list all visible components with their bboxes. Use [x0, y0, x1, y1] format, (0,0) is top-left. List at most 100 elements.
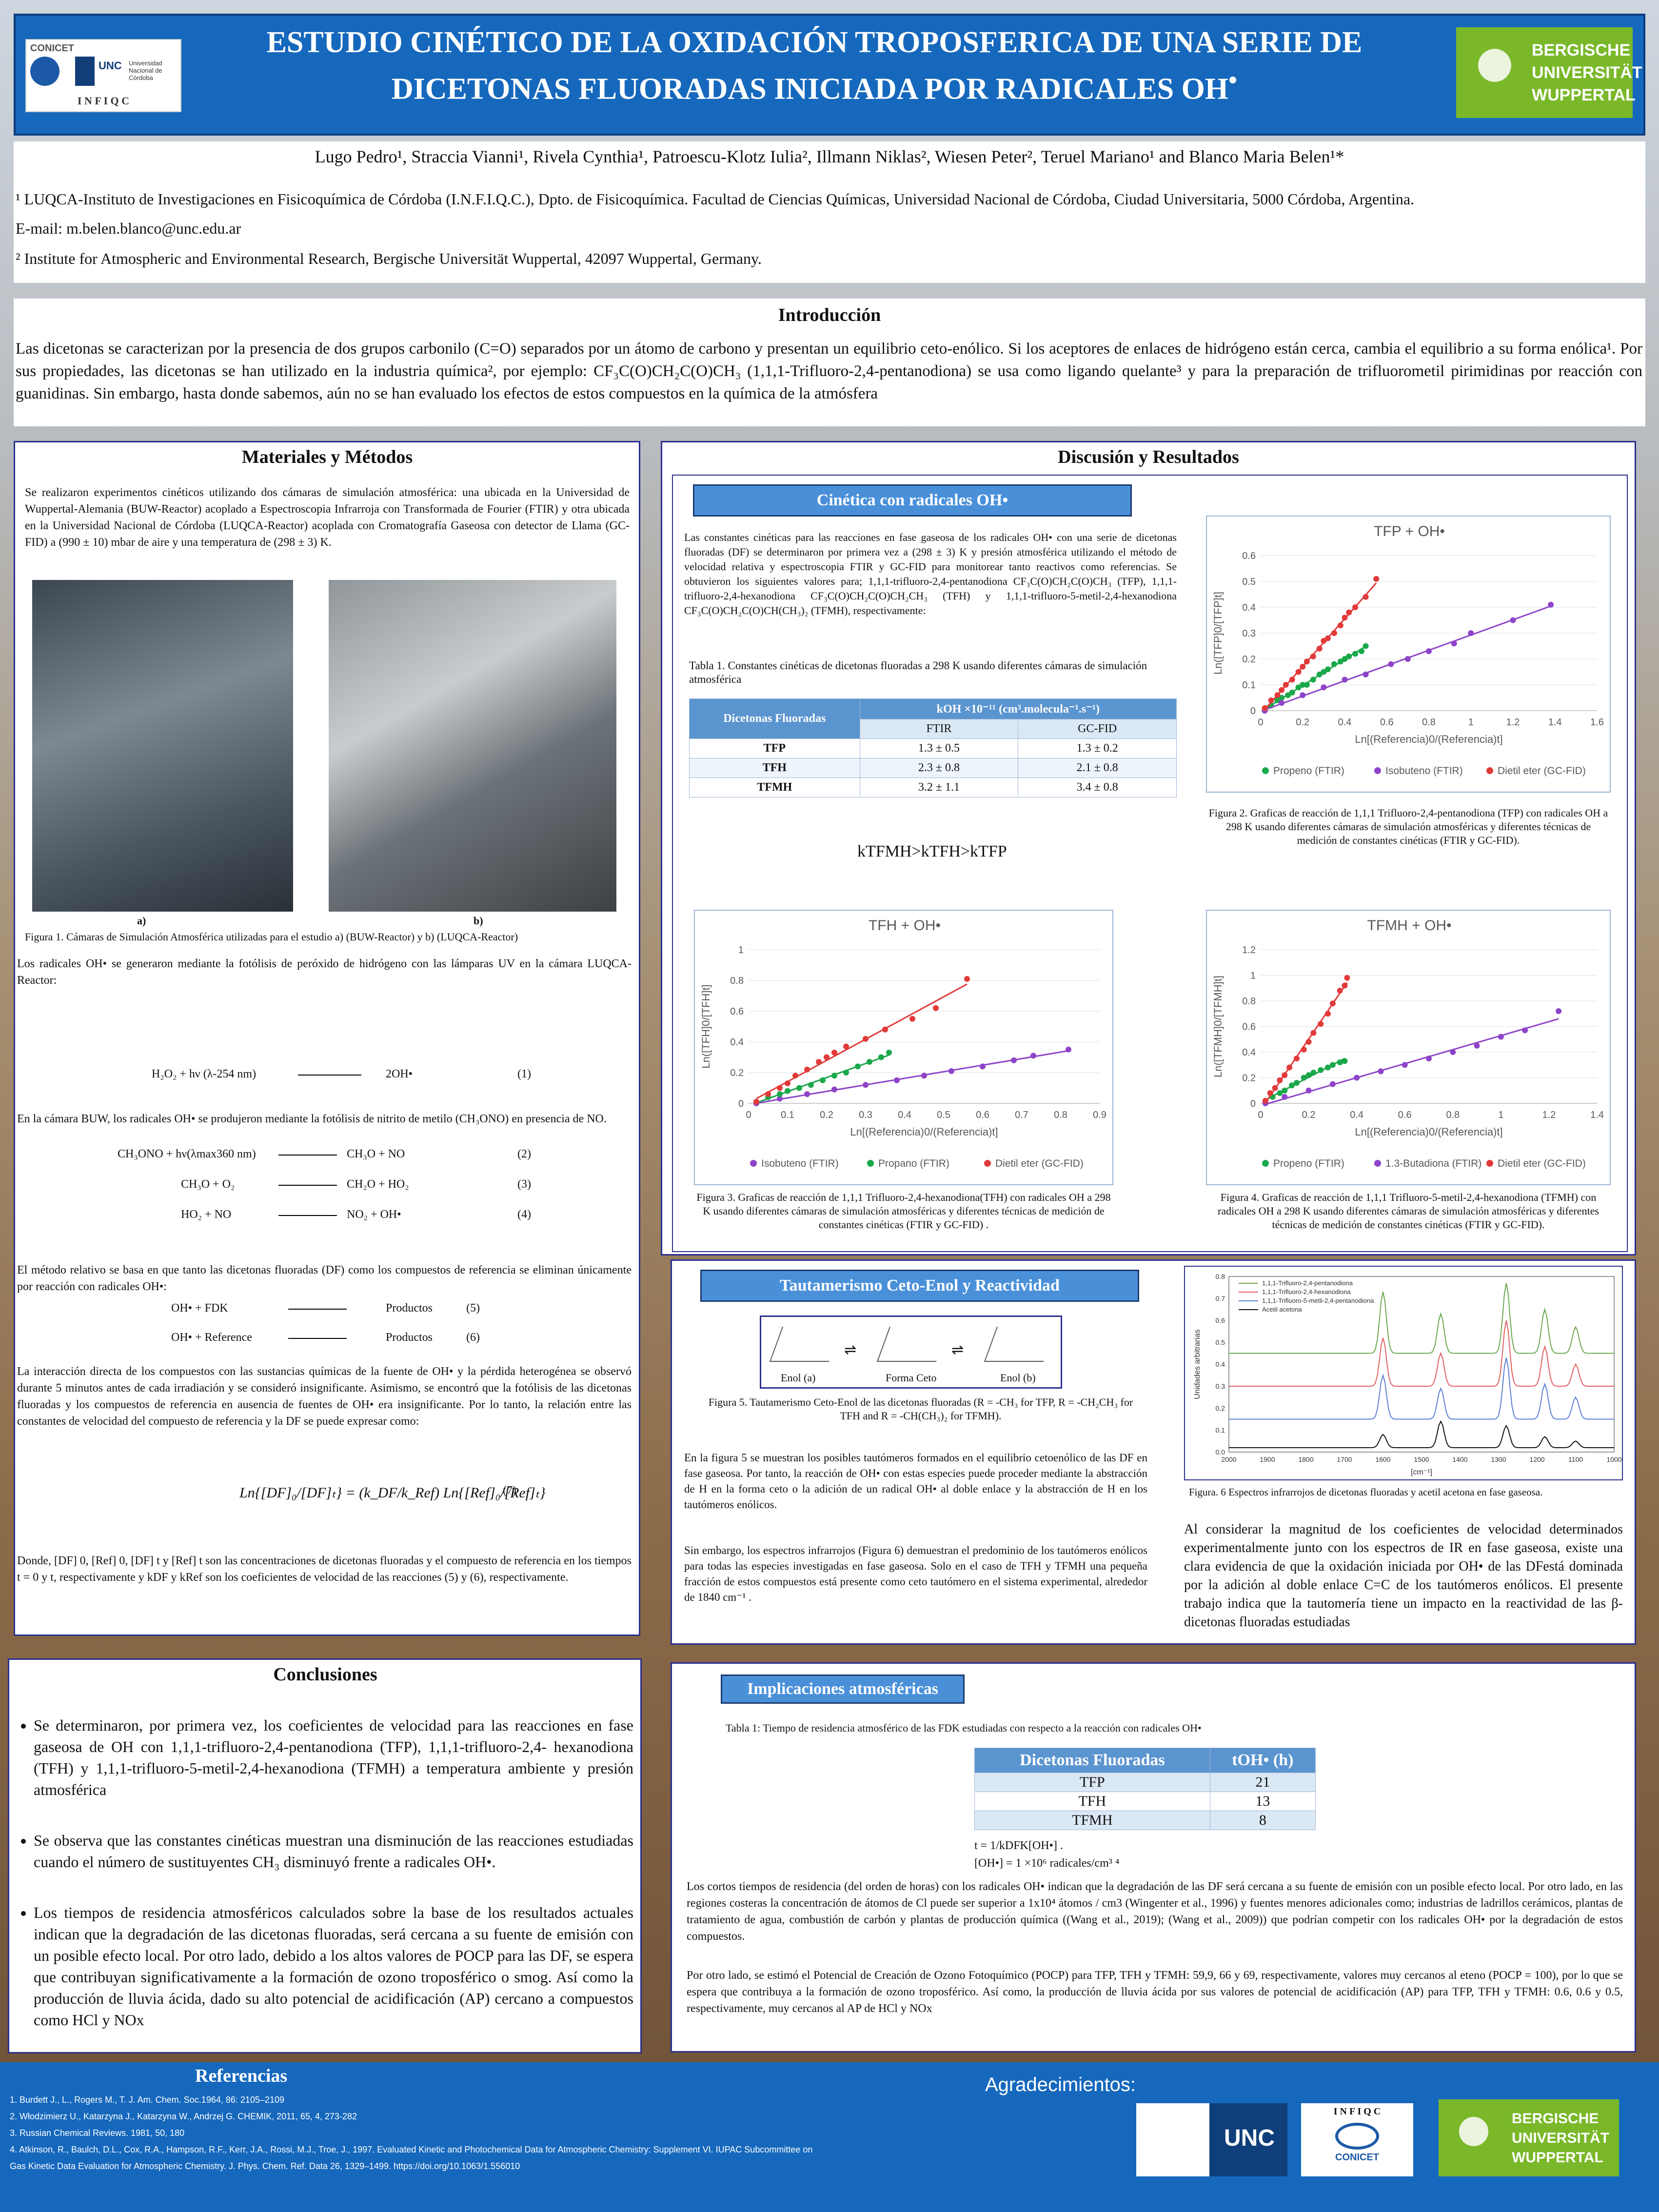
eq2-left: CH₃ONO + hν(λmax360 nm) [118, 1148, 256, 1160]
photo-buw-reactor [32, 580, 293, 912]
conclusion-item: Se observa que las constantes cinéticas … [34, 1830, 633, 1873]
eq3-number: (3) [517, 1178, 531, 1191]
eq3-left: CH₃O + O₂ [181, 1178, 235, 1191]
enol-b-structure [984, 1327, 1057, 1362]
data-point [1363, 643, 1369, 649]
infiqc-footer-label: I N F I Q C [1333, 2106, 1381, 2117]
x-axis-label: [cm⁻¹] [1411, 1468, 1432, 1476]
infiqc-conicet-footer-logo: I N F I Q C CONICET [1301, 2103, 1413, 2176]
data-point [1300, 663, 1306, 670]
impl-p1: Los cortos tiempos de residencia (del or… [687, 1880, 1623, 1943]
table1-caption: Tabla 1. Constantes cinéticas de diceton… [689, 659, 1147, 685]
data-point [1310, 653, 1316, 659]
data-point [1352, 651, 1359, 657]
data-point [1304, 658, 1310, 665]
data-point [1282, 1087, 1288, 1094]
t1-head-compound: Dicetonas Fluoradas [689, 698, 860, 739]
table-row: TFH 2.3 ± 0.8 2.1 ± 0.8 [689, 758, 1177, 778]
tautomerism-tab-label: Tautamerismo Ceto-Enol y Reactividad [780, 1276, 1060, 1295]
table-row: TFP 1.3 ± 0.5 1.3 ± 0.2 [689, 738, 1177, 758]
authors-line: Lugo Pedro¹, Straccia Vianni¹, Rivela Cy… [315, 147, 1344, 166]
data-point [1342, 982, 1348, 989]
fig6-caption: Figura. 6 Espectros infrarrojos de dicet… [1189, 1486, 1543, 1498]
reference-item: 4. Atkinson, R., Baulch, D.L., Cox, R.A.… [10, 2145, 813, 2154]
y-tick-label: 0.3 [1242, 628, 1256, 639]
data-point [1474, 1042, 1480, 1049]
data-point [1337, 1059, 1343, 1065]
t1-cell: 1.3 ± 0.2 [1018, 738, 1177, 758]
eq7-number: (7) [503, 1484, 516, 1497]
data-point [1310, 1070, 1317, 1076]
x-tick-label: 0 [1258, 1110, 1263, 1120]
affiliation-1: ¹ LUQCA-Instituto de Investigaciones en … [16, 190, 1415, 208]
data-point [824, 1054, 830, 1060]
legend-label: Dietil eter (GC-FID) [1498, 1158, 1586, 1169]
eq7-formula: Ln{[DF]₀/[DF]ₜ} = (k_DF/k_Ref) Ln{[Ref]₀… [239, 1485, 546, 1501]
unc-footer-label: UNC [1224, 2125, 1275, 2151]
x-tick-label: 0.4 [898, 1110, 911, 1120]
data-point [1451, 640, 1457, 647]
eq5-number: (5) [466, 1302, 480, 1315]
wuppertal-footer-lion-icon [1444, 2106, 1503, 2170]
data-point [1468, 630, 1474, 636]
methods-p5: La interacción directa de los compuestos… [17, 1365, 632, 1428]
wuppertal-line-1: BERGISCHE [1532, 41, 1631, 60]
implications-tab: Implicaciones atmosféricas [721, 1674, 965, 1704]
eq1-left: H₂O₂ + hν (λ-254 nm) [152, 1068, 257, 1080]
wuppertal-footer-line-3: WUPPERTAL [1512, 2150, 1603, 2166]
authors-panel: Lugo Pedro¹, Straccia Vianni¹, Rivela Cy… [14, 141, 1645, 283]
eq2-right: CH₃O + NO [347, 1148, 405, 1160]
x-tick-label: 1.2 [1506, 717, 1520, 728]
data-point [831, 1050, 837, 1056]
photo-b-label: b) [474, 915, 483, 927]
y-tick-label: 0.2 [1242, 654, 1256, 665]
data-point [1274, 697, 1281, 703]
chart-title: TFH + OH• [869, 917, 941, 934]
data-point [1342, 677, 1348, 683]
unc-label: UNC [99, 60, 122, 72]
y-tick-label: 0.6 [1216, 1316, 1225, 1324]
tautomerism-tab: Tautamerismo Ceto-Enol y Reactividad [700, 1270, 1139, 1302]
data-point [831, 1073, 837, 1079]
data-point [1282, 1094, 1288, 1100]
data-point [765, 1091, 771, 1097]
chart-title: TFMH + OH• [1367, 917, 1452, 934]
data-point [948, 1068, 954, 1074]
y-tick-label: 0.2 [1216, 1404, 1225, 1412]
data-point [820, 1077, 826, 1083]
data-point [980, 1063, 986, 1070]
legend-marker [1486, 767, 1493, 774]
data-point [1352, 604, 1359, 610]
x-tick-label: 1.4 [1548, 717, 1562, 728]
kinetics-table: Dicetonas Fluoradas kOH ×10⁻¹¹ (cm³.mole… [689, 698, 1177, 797]
table-row: TFP 21 [974, 1773, 1316, 1792]
data-point [1402, 1062, 1408, 1068]
tau-definition: t = 1/kDFK[OH•] . [974, 1839, 1063, 1852]
data-point [1300, 682, 1306, 688]
data-point [1304, 682, 1310, 688]
data-point [886, 1050, 892, 1056]
y-tick-label: 0.6 [730, 1006, 744, 1017]
fig2-caption: Figura 2. Graficas de reacción de 1,1,1 … [1208, 807, 1608, 846]
legend-marker [1374, 767, 1381, 774]
legend-marker [984, 1160, 991, 1167]
x-tick-label: 0 [1258, 717, 1263, 728]
y-axis-label: Ln([TFH]0/[TFH]t] [700, 984, 712, 1068]
data-point [1316, 645, 1323, 652]
data-point [1331, 630, 1337, 636]
y-tick-label: 0.5 [1216, 1338, 1225, 1346]
poster-title: ESTUDIO CINÉTICO DE LA OXIDACIÓN TROPOSF… [229, 23, 1400, 108]
data-point [882, 1026, 888, 1033]
t1-cell: TFP [689, 738, 860, 758]
x-tick-label: 1500 [1414, 1455, 1429, 1463]
data-point [1342, 615, 1348, 621]
ir-spectra-chart: 0.0 0.1 0.2 0.3 0.4 0.5 0.6 0.7 0.8 2000 1900 1800 1… [1184, 1266, 1623, 1480]
results-panel: Discusión y Resultados Cinética con radi… [661, 441, 1636, 1255]
fig4-caption: Figura 4. Graficas de reacción de 1,1,1 … [1218, 1191, 1599, 1231]
y-tick-label: 0.4 [1242, 602, 1256, 613]
data-point [1011, 1057, 1017, 1063]
title-line-2: DICETONAS FLUORADAS INICIADA POR RADICAL… [391, 72, 1229, 106]
eq1-arrow [298, 1075, 361, 1076]
legend-marker [1486, 1160, 1493, 1167]
methods-p4: El método relativo se basa en que tanto … [17, 1264, 632, 1293]
